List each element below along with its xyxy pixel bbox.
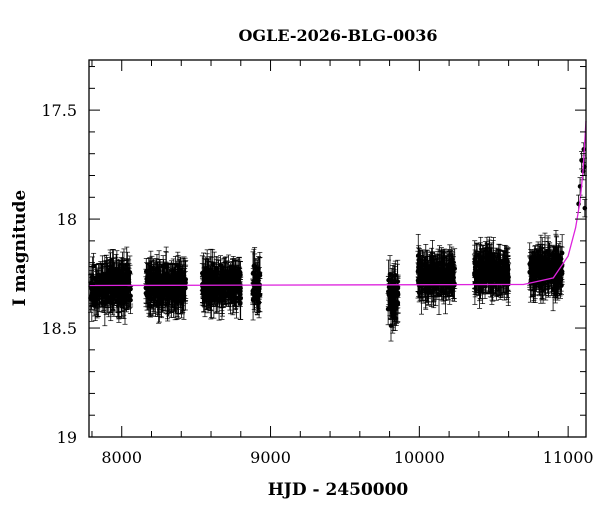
data-point xyxy=(251,248,257,284)
model-curve xyxy=(88,120,587,287)
plot-frame xyxy=(88,59,587,438)
data-point xyxy=(445,273,451,300)
data-point xyxy=(107,265,113,284)
x-tick-label: 8000 xyxy=(101,448,142,467)
data-point xyxy=(483,247,489,279)
data-point xyxy=(220,261,226,300)
data-point xyxy=(480,256,486,295)
data-point xyxy=(205,261,211,299)
data-point xyxy=(550,247,556,292)
data-point xyxy=(392,266,398,296)
data-point xyxy=(165,286,171,322)
data-point xyxy=(94,263,100,293)
data-point xyxy=(116,267,122,296)
data-point xyxy=(209,272,215,303)
x-axis-label: HJD - 2450000 xyxy=(268,480,409,500)
data-point xyxy=(257,278,263,313)
data-point xyxy=(250,268,256,299)
data-point xyxy=(169,270,175,306)
data-points xyxy=(88,142,588,342)
data-point xyxy=(505,264,511,283)
data-point xyxy=(102,278,108,308)
data-point xyxy=(477,258,483,302)
data-point xyxy=(122,274,128,304)
data-point xyxy=(426,260,432,305)
y-axis-label: I magnitude xyxy=(10,190,30,307)
x-tick-label: 9000 xyxy=(250,448,291,467)
data-point xyxy=(393,286,399,326)
data-point xyxy=(159,268,165,309)
x-tick-label: 10000 xyxy=(394,448,445,467)
data-point xyxy=(225,267,231,294)
data-point xyxy=(201,263,207,284)
y-tick-label: 17.5 xyxy=(41,101,77,120)
data-point xyxy=(89,256,95,300)
x-tick-label: 11000 xyxy=(543,448,594,467)
data-point xyxy=(439,249,445,286)
axis-ticks xyxy=(89,60,586,438)
y-tick-label: 18.5 xyxy=(41,319,77,338)
axis-tick-labels: 8000 9000 10000 11000 17.5 18 18.5 19 xyxy=(41,101,593,467)
chart-title: OGLE-2026-BLG-0036 xyxy=(238,26,437,45)
y-tick-label: 18 xyxy=(57,210,77,229)
data-point xyxy=(178,286,184,315)
data-point xyxy=(119,267,125,312)
data-point xyxy=(391,283,397,306)
data-point xyxy=(147,271,153,316)
data-point xyxy=(154,261,160,303)
data-point xyxy=(227,279,233,305)
data-point xyxy=(496,243,502,270)
data-point xyxy=(473,256,479,290)
data-point xyxy=(538,271,544,304)
data-point xyxy=(540,247,546,275)
data-point xyxy=(214,271,220,312)
y-tick-label: 19 xyxy=(57,428,77,447)
data-point xyxy=(545,269,551,294)
model-curve-group xyxy=(88,120,587,287)
data-point xyxy=(450,261,456,284)
data-point xyxy=(151,273,157,314)
data-point xyxy=(502,256,508,275)
data-point xyxy=(172,272,178,295)
